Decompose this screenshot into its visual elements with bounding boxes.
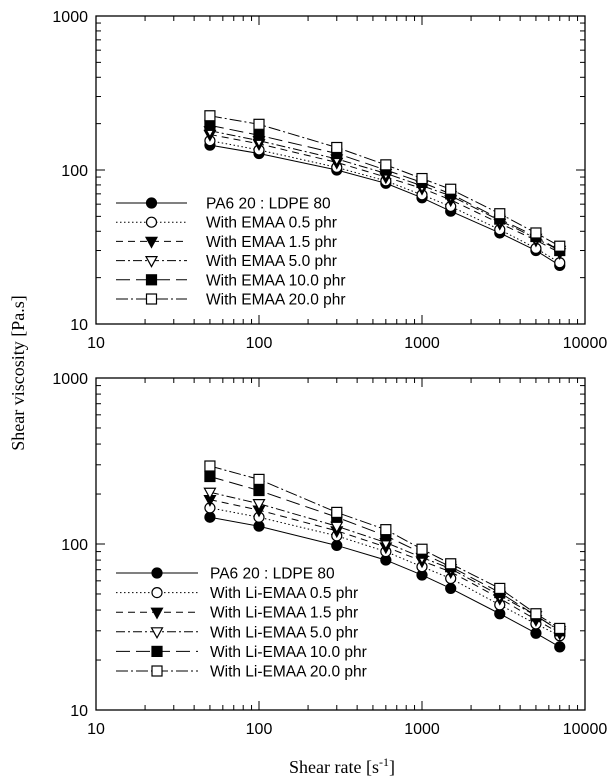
data-point xyxy=(203,487,217,500)
data-point xyxy=(530,227,542,239)
legend-item-2: With EMAA 0.5 phr xyxy=(116,215,337,232)
legend-swatch-marker xyxy=(151,665,163,677)
data-point xyxy=(253,484,265,497)
legend-swatch-marker xyxy=(145,216,158,228)
data-point xyxy=(331,141,343,154)
legend-item-3: With EMAA 1.5 phr xyxy=(116,234,337,251)
data-point xyxy=(253,118,265,130)
legend: PA6 20 : LDPE 80 With EMAA 0.5 phr With EM… xyxy=(116,196,346,309)
legend-label: With Li-EMAA 20.0 phr xyxy=(210,664,367,681)
x-axis-title: Shear rate [s-1] xyxy=(289,755,395,777)
legend-swatch-marker xyxy=(151,586,163,599)
legend-swatch-marker xyxy=(145,274,158,286)
x-tick-label: 100 xyxy=(246,721,273,738)
x-axis-title-sup: -1 xyxy=(379,755,389,769)
legend-label: With EMAA 10.0 phr xyxy=(206,272,346,289)
legend-item-2: With Li-EMAA 0.5 phr xyxy=(116,585,358,602)
data-point xyxy=(331,506,343,519)
data-point xyxy=(416,543,428,555)
data-point xyxy=(253,129,265,141)
legend-swatch-marker xyxy=(144,256,159,268)
y-tick-label: 10 xyxy=(70,703,88,720)
x-tick-label: 10000 xyxy=(563,335,608,352)
legend-item-6: With EMAA 20.0 phr xyxy=(116,292,346,309)
data-point xyxy=(494,582,506,595)
y-tick-label: 10 xyxy=(70,317,88,334)
legend-label: With Li-EMAA 10.0 phr xyxy=(210,644,367,661)
legend-item-5: With EMAA 10.0 phr xyxy=(116,272,346,289)
legend-swatch-marker xyxy=(151,645,163,658)
data-point xyxy=(554,641,566,653)
x-tick-label: 10000 xyxy=(563,721,608,738)
legend-label: With EMAA 1.5 phr xyxy=(206,234,337,251)
y-tick-label: 1000 xyxy=(52,9,88,26)
data-point xyxy=(416,172,428,185)
data-point xyxy=(253,473,265,485)
data-point xyxy=(380,524,392,536)
x-axis-title-main: Shear rate [s xyxy=(289,757,379,777)
data-point xyxy=(204,460,216,472)
data-point xyxy=(530,627,542,639)
legend-label: With Li-EMAA 0.5 phr xyxy=(210,585,358,602)
y-tick-label: 100 xyxy=(61,537,88,554)
data-point xyxy=(445,582,457,595)
y-tick-label: 100 xyxy=(61,163,88,180)
legend-item-3: With Li-EMAA 1.5 phr xyxy=(116,605,358,622)
data-point xyxy=(204,470,216,483)
legend-label: With EMAA 5.0 phr xyxy=(206,253,337,270)
data-point xyxy=(445,558,457,570)
data-point xyxy=(204,511,216,523)
data-point xyxy=(380,159,392,171)
legend-swatch-marker xyxy=(151,567,163,579)
legend-swatch-marker xyxy=(145,293,158,305)
legend-label: PA6 20 : LDPE 80 xyxy=(206,196,331,213)
legend-swatch-marker xyxy=(144,236,159,249)
data-point xyxy=(554,622,566,635)
legend: PA6 20 : LDPE 80 With Li-EMAA 0.5 phr With… xyxy=(116,566,367,681)
legend-label: With Li-EMAA 5.0 phr xyxy=(210,624,358,641)
x-axis-title-end: ] xyxy=(389,757,395,777)
data-point xyxy=(204,119,216,131)
legend-label: With EMAA 0.5 phr xyxy=(206,215,337,232)
legend-item-1: PA6 20 : LDPE 80 xyxy=(116,196,331,213)
series-line xyxy=(209,140,561,264)
data-point xyxy=(445,183,457,195)
legend-item-6: With Li-EMAA 20.0 phr xyxy=(116,664,367,681)
data-point xyxy=(331,539,343,552)
x-tick-label: 100 xyxy=(246,335,273,352)
y-axis-title: Shear viscosity [Pa.s] xyxy=(8,295,28,450)
legend-item-4: With Li-EMAA 5.0 phr xyxy=(116,624,358,641)
legend-label: With EMAA 20.0 phr xyxy=(206,292,346,309)
data-point xyxy=(494,208,506,220)
legend-swatch-marker xyxy=(145,197,158,209)
data-point xyxy=(204,110,216,122)
data-point xyxy=(530,608,542,620)
legend-swatch-marker xyxy=(150,607,164,620)
legend-label: With Li-EMAA 1.5 phr xyxy=(210,605,358,622)
series-6 xyxy=(204,110,566,252)
x-tick-label: 10 xyxy=(87,721,105,738)
y-tick-label: 1000 xyxy=(52,371,88,388)
legend-item-4: With EMAA 5.0 phr xyxy=(116,253,337,270)
legend-item-1: PA6 20 : LDPE 80 xyxy=(116,566,335,583)
chart-bottom: 10 100 1000 10000 10 100 1000 PA6 20 : LDPE 80 W… xyxy=(52,371,607,738)
x-tick-label: 1000 xyxy=(404,721,440,738)
series-line xyxy=(209,124,561,251)
data-point xyxy=(252,499,266,511)
legend-item-5: With Li-EMAA 10.0 phr xyxy=(116,644,367,661)
chart-top: 10 100 1000 10000 10 100 1000 PA6 20 : LDPE 80 W… xyxy=(52,9,607,352)
x-tick-label: 10 xyxy=(87,335,105,352)
legend-swatch-marker xyxy=(150,627,164,640)
x-tick-label: 1000 xyxy=(404,335,440,352)
data-point xyxy=(554,240,566,252)
series-6 xyxy=(204,460,566,635)
series-line xyxy=(209,130,560,251)
legend-label: PA6 20 : LDPE 80 xyxy=(210,566,335,583)
